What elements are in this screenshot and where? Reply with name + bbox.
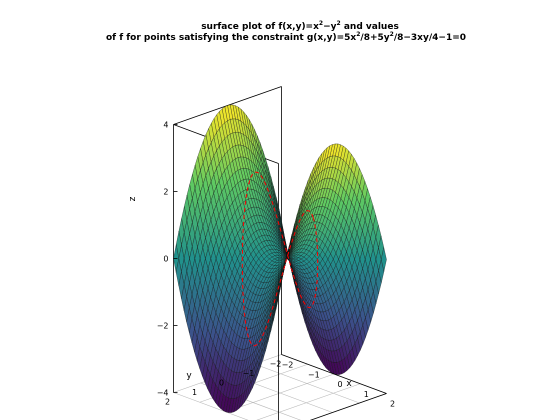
- z-tick-label: −4: [157, 389, 169, 398]
- z-tick-label: −2: [157, 322, 169, 331]
- y-tick-label: 1: [192, 388, 197, 397]
- z-axis-label: z: [128, 196, 138, 201]
- x-tick-label: 1: [364, 390, 369, 399]
- front-axis: [281, 354, 387, 394]
- axes-front: [281, 354, 387, 420]
- axis-ticks: −4 −2 0 2 4 −2 −1 0 1 2 −2 −1 0 1 2: [157, 121, 395, 409]
- surface-patch: [228, 398, 235, 413]
- surface-patch: [333, 362, 340, 375]
- saddle-surface: [173, 104, 387, 413]
- z-tick-label: 2: [163, 188, 168, 197]
- x-tick-label: 2: [390, 400, 395, 409]
- chart-title-line1: surface plot of f(x,y)=x2−y2 and values: [201, 20, 399, 32]
- x-tick-label: −2: [282, 361, 294, 370]
- z-tick-label: 4: [163, 121, 168, 130]
- x-tick-label: 0: [337, 380, 342, 389]
- constraint-curve: [241, 171, 319, 347]
- y-tick-label: −1: [243, 369, 255, 378]
- x-tick-label: −1: [308, 370, 320, 379]
- y-axis-label: y: [186, 371, 192, 381]
- floor-grid-x: [256, 383, 361, 420]
- constraint-curve-line: [241, 171, 319, 347]
- y-tick-label: −2: [270, 360, 282, 369]
- y-tick-label: 0: [219, 379, 224, 388]
- chart-title-line2: of f for points satisfying the constrain…: [106, 31, 466, 43]
- z-tick-label: 0: [163, 255, 168, 264]
- floor-grid-y: [254, 363, 360, 404]
- front-axis: [309, 393, 387, 420]
- x-axis-label: x: [346, 379, 352, 389]
- y-tick-label: 2: [165, 398, 170, 407]
